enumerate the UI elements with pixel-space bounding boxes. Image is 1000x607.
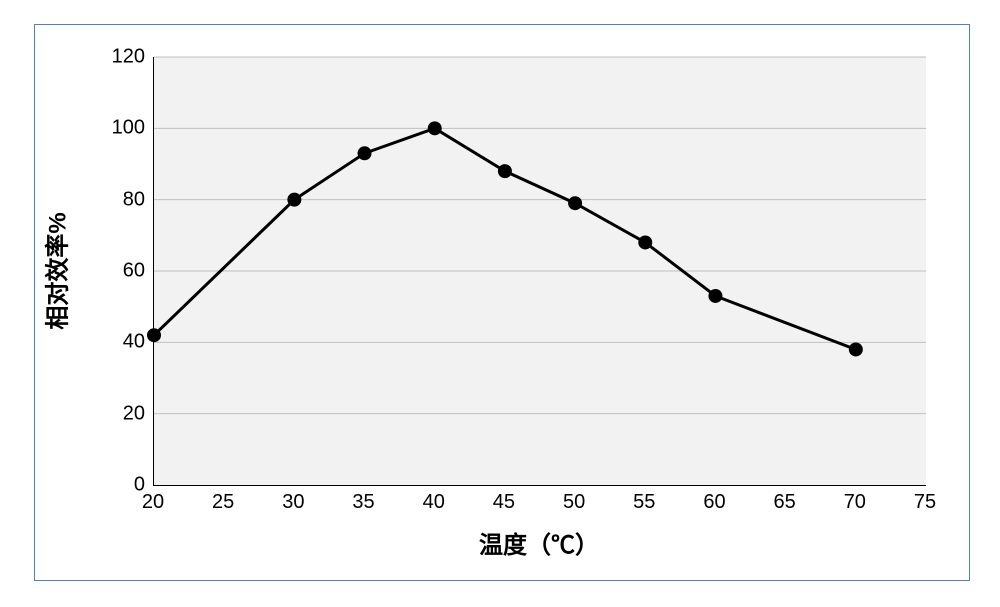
x-tick-label: 75 [900, 491, 950, 514]
y-tick-label: 60 [85, 260, 145, 283]
data-series [154, 57, 926, 485]
x-tick-label: 60 [689, 491, 739, 514]
x-tick-label: 65 [760, 491, 810, 514]
x-tick-label: 45 [479, 491, 529, 514]
data-point [428, 121, 442, 135]
x-tick-label: 55 [619, 491, 669, 514]
x-tick-label: 50 [549, 491, 599, 514]
y-tick-label: 20 [85, 402, 145, 425]
chart-outer-panel: 020406080100120 202530354045505560657075… [34, 24, 970, 581]
y-axis-label: 相对效率% [38, 212, 73, 329]
plot-area [153, 57, 926, 486]
data-point [498, 164, 512, 178]
x-tick-label: 70 [830, 491, 880, 514]
data-point [708, 289, 722, 303]
data-point [287, 193, 301, 207]
x-tick-label: 40 [409, 491, 459, 514]
data-point [568, 196, 582, 210]
x-tick-label: 20 [128, 491, 178, 514]
y-tick-label: 40 [85, 331, 145, 354]
y-tick-label: 100 [85, 117, 145, 140]
x-axis-label: 温度（℃） [479, 525, 599, 560]
y-tick-label: 80 [85, 188, 145, 211]
x-tick-label: 35 [339, 491, 389, 514]
data-point [147, 328, 161, 342]
x-tick-label: 30 [268, 491, 318, 514]
y-tick-label: 120 [85, 46, 145, 69]
data-point [358, 146, 372, 160]
data-point [638, 235, 652, 249]
data-point [849, 342, 863, 356]
x-tick-label: 25 [198, 491, 248, 514]
